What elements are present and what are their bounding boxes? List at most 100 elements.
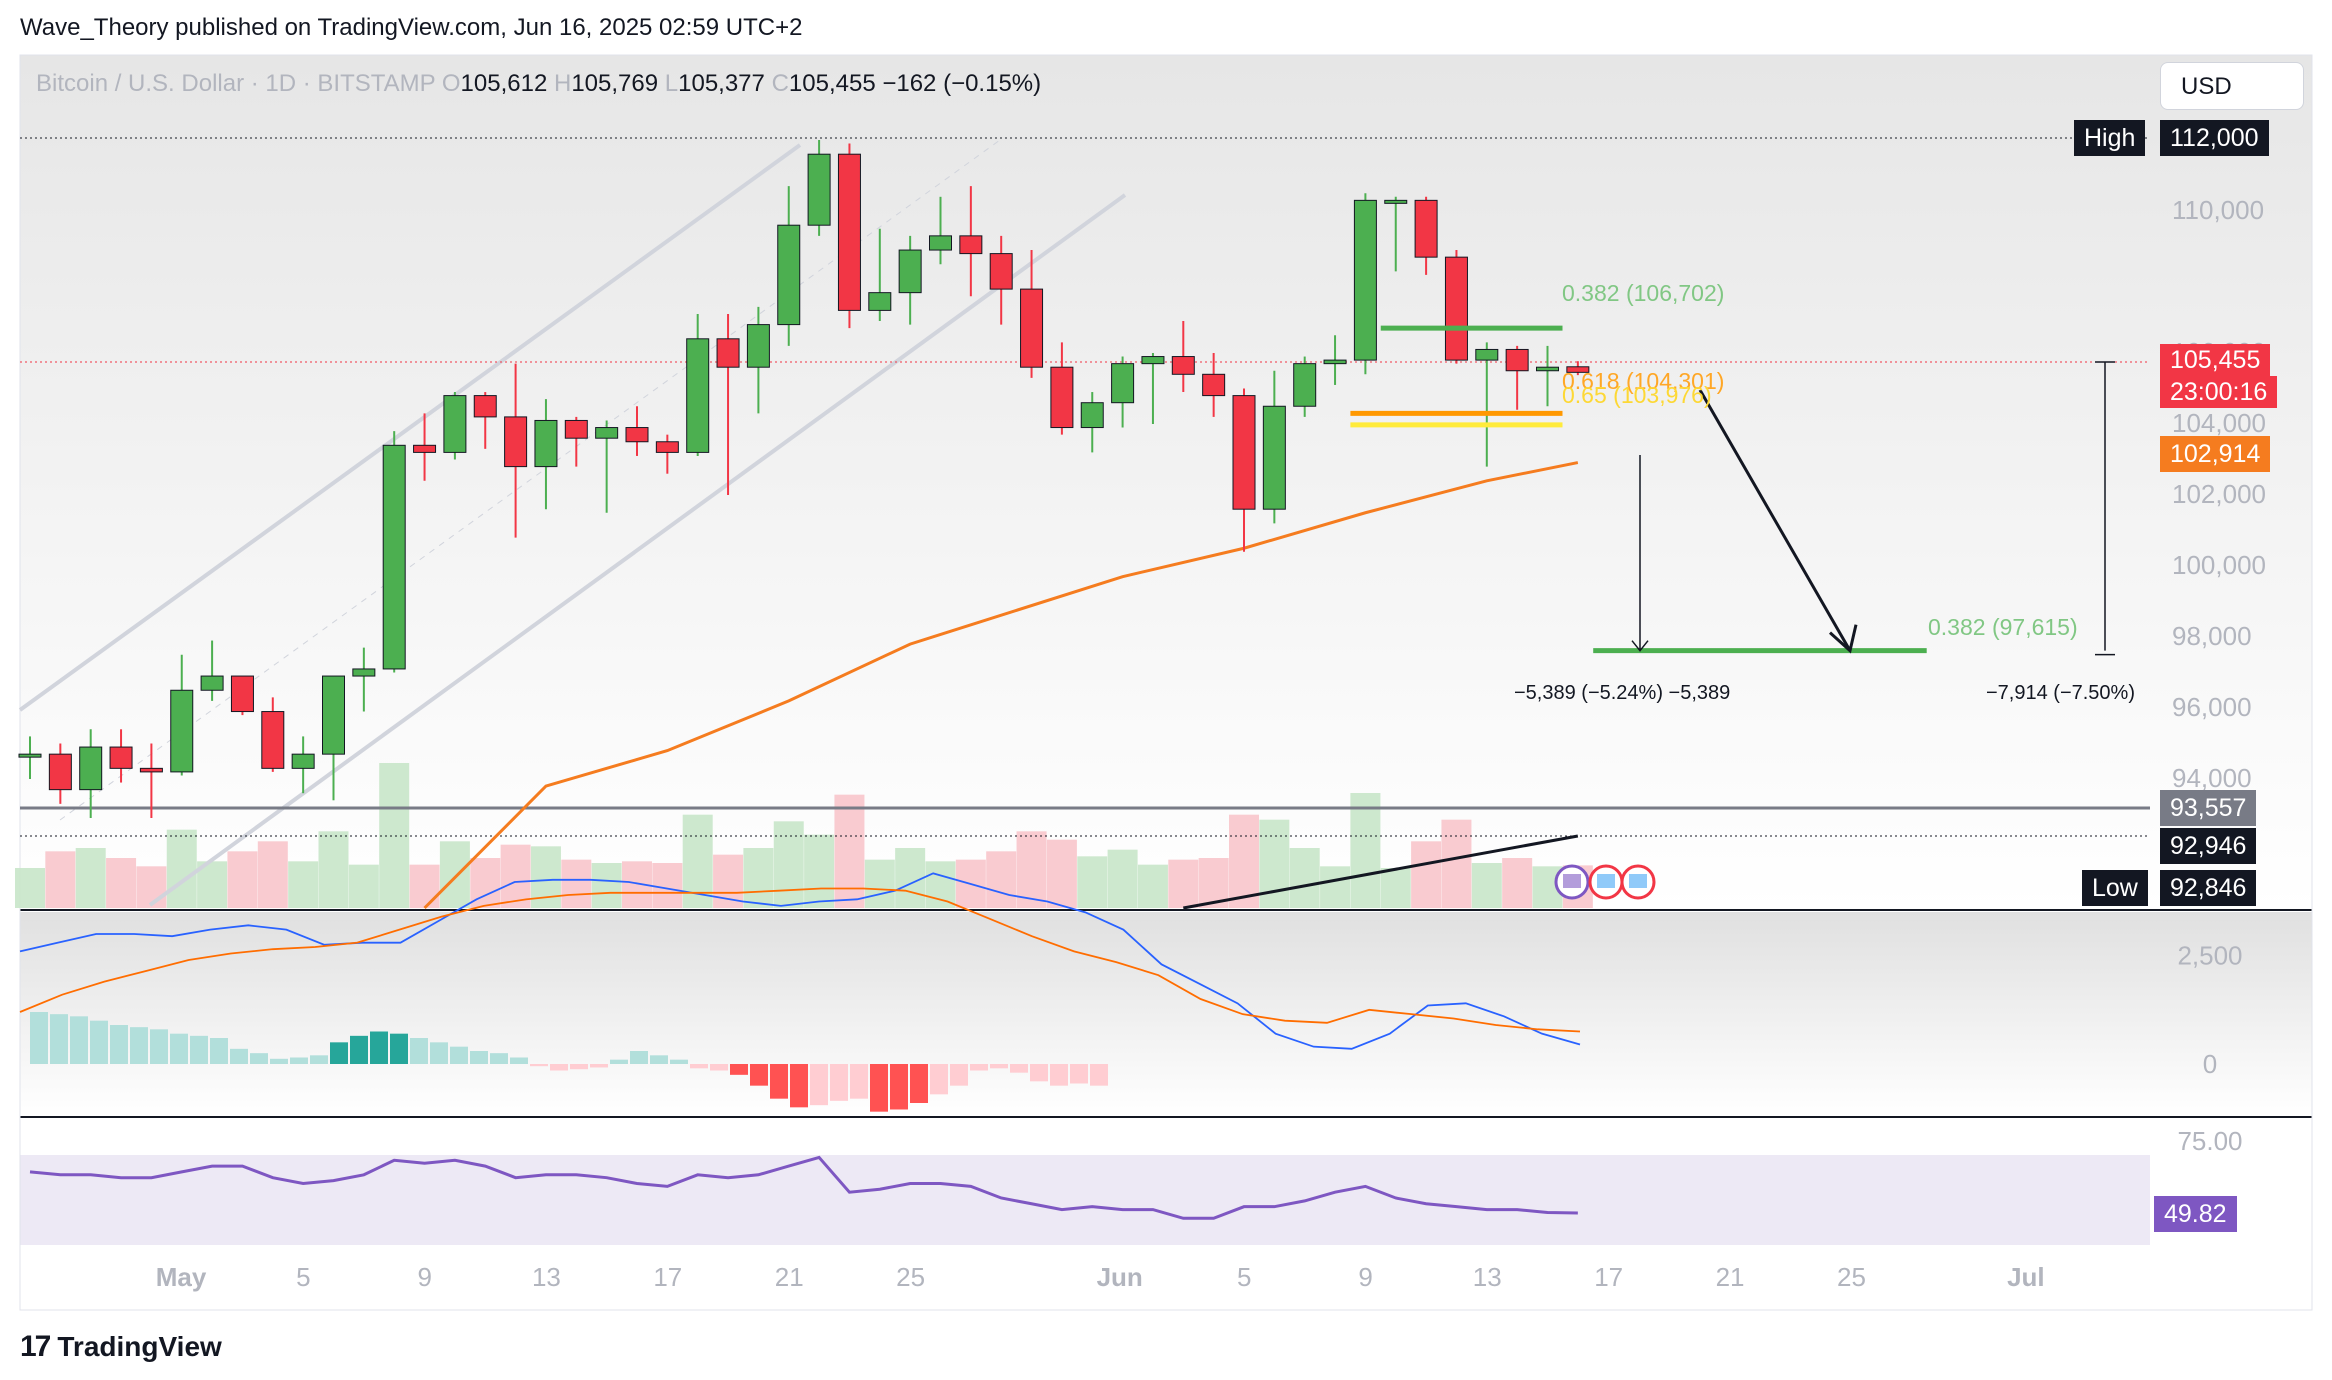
volume-bar <box>1502 858 1533 908</box>
low-label: L <box>664 70 679 97</box>
candle-body <box>595 427 619 439</box>
tradingview-brand[interactable]: 17 TradingView <box>20 1330 222 1364</box>
macd-histogram-bar <box>70 1016 88 1064</box>
y-axis-tick-label: 102,000 <box>2172 479 2266 509</box>
macd-histogram-bar <box>490 1053 508 1064</box>
rsi-band <box>20 1155 2150 1245</box>
candle-body <box>1262 405 1286 510</box>
candle-body <box>564 419 588 439</box>
macd-histogram-bar <box>950 1064 968 1086</box>
candle-body <box>352 668 376 677</box>
main-pane-bg <box>20 55 2312 910</box>
volume-bar <box>1289 848 1320 908</box>
candle-body <box>1384 199 1408 204</box>
macd-pane-bg <box>20 912 2312 1117</box>
level-a-tag: 93,557 <box>2160 790 2257 826</box>
candle-body <box>716 338 740 368</box>
candle-body <box>48 753 72 791</box>
candle-body <box>989 253 1013 290</box>
volume-bar <box>773 821 804 908</box>
macd-histogram-bar <box>990 1064 1008 1069</box>
volume-bar <box>409 864 440 908</box>
candle-body <box>1080 402 1104 429</box>
long-ma-line <box>1183 834 1579 910</box>
fib-target-label: 0.382 (97,615) <box>1928 614 2078 640</box>
x-axis-tick-label: 9 <box>417 1262 433 1292</box>
volume-bar <box>1411 841 1442 908</box>
macd-histogram-bar <box>1010 1064 1028 1073</box>
volume-bar <box>925 861 956 908</box>
ema-line <box>423 461 1579 910</box>
volume-bar <box>1320 866 1351 908</box>
macd-histogram-bar <box>610 1059 628 1064</box>
volume-bar <box>500 844 531 908</box>
last-price-tag: 105,455 <box>2160 344 2271 376</box>
high-tag-value: 112,000 <box>2160 120 2269 156</box>
candle-body <box>473 395 497 418</box>
macd-histogram-bar <box>1050 1064 1068 1086</box>
high-tag-label: High <box>2074 120 2146 156</box>
volume-bar <box>1380 868 1411 908</box>
volume-bar <box>895 848 926 908</box>
volume-bar <box>1168 859 1199 908</box>
macd-histogram-bar <box>1030 1064 1048 1082</box>
signal-line <box>19 887 1581 1033</box>
tradingview-logo-icon: 17 <box>20 1330 51 1363</box>
volume-bar <box>804 834 835 908</box>
candle-body <box>959 235 983 255</box>
candle-body <box>837 153 861 311</box>
high-label: H <box>553 70 572 97</box>
volume-bar <box>743 848 774 908</box>
macd-histogram-bar <box>810 1064 828 1106</box>
macd-histogram-bar <box>1090 1064 1108 1086</box>
macd-histogram-bar <box>110 1025 128 1064</box>
y-axis-tick-label: 110,000 <box>2172 195 2265 225</box>
macd-histogram-bar <box>50 1014 68 1064</box>
channel-lower-line <box>148 193 1127 907</box>
candle-body <box>1141 356 1165 365</box>
volume-bar <box>318 831 349 908</box>
macd-histogram-bar <box>630 1051 648 1064</box>
x-axis-tick-label: 13 <box>1472 1262 1502 1292</box>
measure-1-arrowhead <box>1631 640 1649 652</box>
candle-body <box>261 711 285 769</box>
volume-bar <box>1137 864 1168 908</box>
candle-body <box>625 427 649 443</box>
event-icon-fill <box>1563 874 1581 888</box>
volume-bar <box>166 829 197 908</box>
macd-histogram-bar <box>290 1057 308 1064</box>
macd-histogram-bar <box>510 1057 528 1064</box>
volume-bar <box>439 841 470 908</box>
y-axis-tick-label: 94,000 <box>2172 763 2252 793</box>
volume-bar <box>15 868 45 908</box>
candle-body <box>1475 348 1499 361</box>
macd-histogram-bar <box>790 1064 808 1108</box>
macd-histogram-bar <box>430 1042 448 1064</box>
macd-histogram-bar <box>750 1064 768 1086</box>
candle-body <box>868 292 892 311</box>
x-axis-tick-label: 25 <box>896 1262 926 1292</box>
symbol-name[interactable]: Bitcoin / U.S. Dollar · 1D · BITSTAMP <box>36 70 436 97</box>
candle-body <box>1020 288 1044 368</box>
ema-tag: 102,914 <box>2160 436 2271 472</box>
macd-histogram-bar <box>590 1064 608 1068</box>
volume-bar <box>288 861 319 908</box>
candle-body <box>109 746 133 769</box>
candle-body <box>777 224 801 326</box>
volume-bar <box>1441 819 1472 908</box>
volume-bar <box>379 763 410 908</box>
volume-bar <box>1077 856 1108 908</box>
macd-histogram-bar <box>910 1064 928 1103</box>
rsi-y-tick-label: 75.00 <box>2177 1126 2242 1156</box>
volume-bar <box>591 863 622 908</box>
open-value: 105,612 <box>460 70 548 97</box>
candle-body <box>1536 366 1559 372</box>
currency-button[interactable]: USD <box>2160 62 2304 110</box>
volume-bar <box>75 848 106 908</box>
volume-bar <box>227 851 258 908</box>
macd-histogram-bar <box>550 1064 568 1071</box>
projection-arrowhead <box>1828 624 1858 654</box>
candle-body <box>1566 366 1590 373</box>
volume-bar <box>1016 831 1047 908</box>
